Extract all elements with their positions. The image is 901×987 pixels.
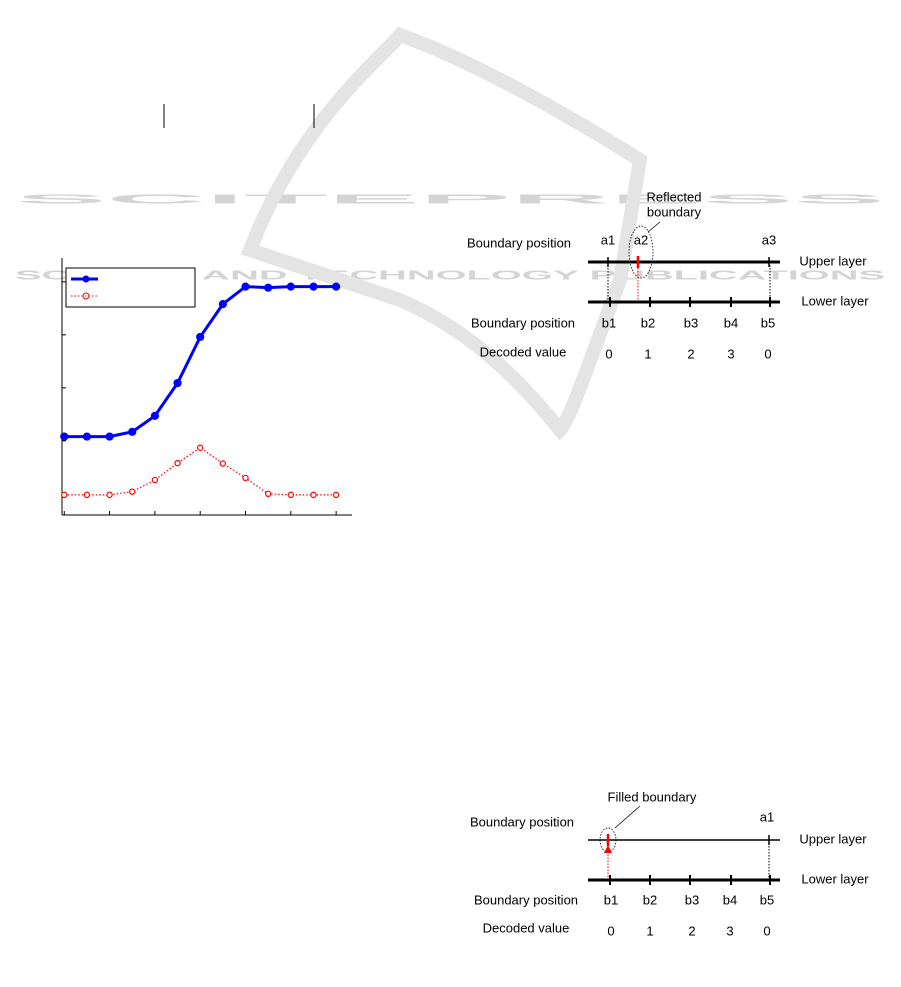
series-point (287, 491, 295, 499)
series-point (332, 282, 341, 291)
watermark-title: SCITEPRESS (15, 191, 888, 206)
series-point (264, 490, 272, 498)
series-point (218, 300, 227, 309)
label: Decoded value (480, 344, 567, 359)
leader-line (647, 221, 661, 233)
series-point (241, 282, 250, 291)
series-point (151, 476, 159, 484)
series-point (61, 491, 68, 499)
label: Boundary position (471, 315, 575, 330)
decoded-value: 3 (727, 346, 734, 361)
series-point (286, 282, 295, 291)
series-point (332, 491, 340, 499)
label: Boundary position (470, 814, 574, 829)
series-line (64, 446, 337, 496)
position-label: b3 (684, 315, 698, 330)
position-label: a1 (601, 232, 615, 247)
layer-label: Lower layer (801, 293, 869, 308)
label: Boundary position (474, 892, 578, 907)
series-point (129, 488, 136, 495)
series-point (150, 411, 159, 421)
arrow-head (604, 845, 612, 853)
decoded-value: 0 (764, 346, 771, 361)
series-line (64, 285, 337, 439)
series-point (196, 332, 205, 342)
position-label: b3 (685, 892, 699, 907)
decoded-value: 2 (688, 923, 695, 938)
decoded-value: 1 (646, 923, 653, 938)
series-point (174, 459, 181, 467)
series-point (264, 283, 273, 292)
decoded-value: 1 (644, 346, 651, 361)
leader-line (614, 805, 641, 829)
series-point (219, 460, 227, 467)
label: Boundary position (467, 235, 571, 250)
series-point (309, 282, 318, 291)
series-point (242, 474, 249, 482)
decoded-value: 0 (763, 923, 770, 938)
series-point (310, 491, 317, 499)
series-point (197, 444, 204, 451)
decoded-value: 0 (607, 923, 614, 938)
legend-marker (82, 292, 90, 300)
layer-label: Lower layer (801, 871, 869, 886)
highlight (628, 225, 654, 279)
decoded-value: 2 (687, 346, 694, 361)
annotation: boundary (647, 204, 702, 219)
position-label: b1 (604, 892, 618, 907)
series-point (128, 427, 137, 436)
annotation: Reflected (647, 189, 702, 204)
position-label: b5 (760, 892, 774, 907)
decoded-value: 3 (726, 923, 733, 938)
series-point (60, 432, 69, 441)
watermark-logo (240, 26, 648, 441)
position-label: a3 (762, 232, 776, 247)
series-point (82, 432, 92, 441)
position-label: a2 (634, 232, 648, 247)
position-label: a1 (760, 809, 774, 824)
position-label: b2 (643, 892, 657, 907)
series-point (83, 491, 91, 499)
annotation: Filled boundary (608, 789, 697, 804)
label: Decoded value (483, 920, 570, 935)
legend-box (65, 267, 196, 308)
decoded-value: 0 (605, 346, 612, 361)
watermark-subtitle: SCIENCE AND TECHNOLOGY PUBLICATIONS (15, 267, 886, 282)
legend-marker (82, 275, 90, 283)
series-point (106, 491, 113, 499)
series-point (105, 432, 114, 441)
position-label: b5 (761, 315, 775, 330)
layer-label: Upper layer (799, 253, 867, 268)
position-label: b1 (602, 315, 616, 330)
layer-label: Upper layer (799, 831, 867, 846)
series-point (173, 378, 182, 388)
position-label: b4 (723, 892, 737, 907)
position-label: b2 (641, 315, 655, 330)
position-label: b4 (724, 315, 738, 330)
